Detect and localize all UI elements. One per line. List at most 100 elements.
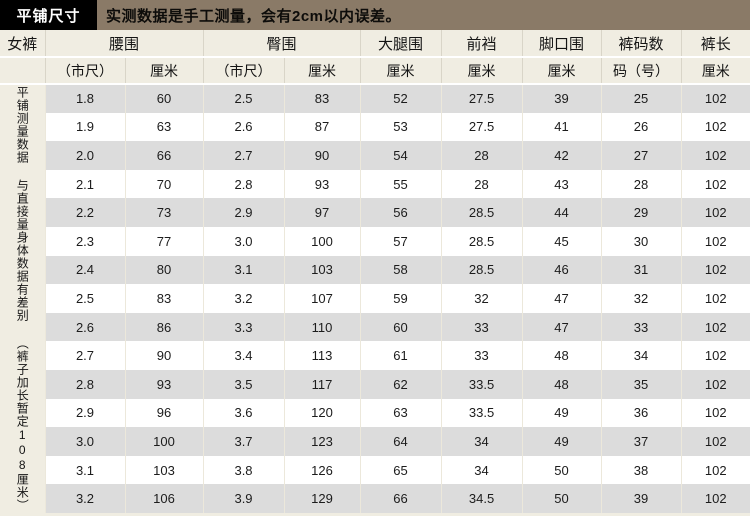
table-row: 3.1 103 3.8 126 65 34 50 38 102 (0, 455, 750, 485)
data-cell: 2.9 (44, 398, 125, 428)
data-cell: 3.3 (202, 312, 285, 342)
data-cell: 39 (521, 84, 602, 113)
data-cell: 27.5 (440, 84, 523, 113)
data-cell: 58 (359, 255, 442, 285)
size-table: 女裤 腰围 臀围 大腿围 前裆 脚口围 裤码数 裤长 （市尺） 厘米 （市尺） 厘米 厘米 厘米 厘米 码（号… (0, 30, 750, 513)
group-header-cell: 裤码数 (600, 30, 682, 58)
table-row: 1.9 63 2.6 87 53 27.5 41 26 102 (0, 112, 750, 142)
data-cell: 34 (600, 341, 682, 370)
table-row: 3.2 106 3.9 129 66 34.5 50 39 102 (0, 484, 750, 513)
data-cell: 102 (680, 312, 750, 342)
data-cell: 54 (359, 141, 442, 170)
unit-header-cell: 厘米 (124, 57, 204, 85)
data-cell: 28 (440, 169, 523, 199)
banner-title: 平铺尺寸 (0, 0, 97, 30)
data-cell: 1.8 (44, 84, 125, 113)
data-cell: 102 (680, 255, 750, 285)
data-cell: 52 (359, 84, 442, 113)
data-cell: 35 (600, 369, 682, 399)
side-note-vertical: 平铺测量数据 与直接量身体数据有差别 （裤子加长暂定108厘米） (15, 85, 30, 512)
data-cell: 28 (600, 169, 682, 199)
data-cell: 3.5 (202, 369, 285, 399)
data-cell: 33 (440, 341, 523, 370)
data-cell: 62 (359, 369, 442, 399)
data-cell: 102 (680, 169, 750, 199)
data-cell: 3.0 (202, 226, 285, 256)
group-header-cell: 腰围 (44, 30, 204, 58)
data-cell: 87 (283, 112, 361, 142)
data-cell: 3.7 (202, 427, 285, 456)
data-cell: 2.1 (44, 169, 125, 199)
data-cell: 47 (521, 312, 602, 342)
data-cell: 73 (124, 198, 204, 227)
table-row: 2.9 96 3.6 120 63 33.5 49 36 102 (0, 398, 750, 428)
data-cell: 31 (600, 255, 682, 285)
data-cell: 102 (680, 198, 750, 227)
data-cell: 45 (521, 226, 602, 256)
data-cell: 47 (521, 284, 602, 313)
data-cell: 100 (124, 427, 204, 456)
data-cell: 103 (124, 455, 204, 485)
data-cell: 90 (283, 141, 361, 170)
data-cell: 80 (124, 255, 204, 285)
data-cell: 28.5 (440, 255, 523, 285)
data-cell: 123 (283, 427, 361, 456)
data-cell: 2.3 (44, 226, 125, 256)
table-row: 2.6 86 3.3 110 60 33 47 33 102 (0, 312, 750, 342)
data-cell: 117 (283, 369, 361, 399)
data-cell: 2.2 (44, 198, 125, 227)
data-cell: 43 (521, 169, 602, 199)
data-cell: 102 (680, 369, 750, 399)
data-cell: 129 (283, 484, 361, 513)
data-cell: 2.6 (44, 312, 125, 342)
data-cell: 1.9 (44, 112, 125, 142)
table-row: 2.0 66 2.7 90 54 28 42 27 102 (0, 141, 750, 170)
data-cell: 102 (680, 84, 750, 113)
data-cell: 28.5 (440, 226, 523, 256)
banner: 平铺尺寸 实测数据是手工测量，会有2cm以内误差。 (0, 0, 750, 30)
data-cell: 61 (359, 341, 442, 370)
data-cell: 93 (283, 169, 361, 199)
data-cell: 83 (124, 284, 204, 313)
unit-header-cell: 厘米 (359, 57, 442, 85)
table-row: 平铺测量数据 与直接量身体数据有差别 （裤子加长暂定108厘米） 1.8 60 2.5… (0, 84, 750, 513)
data-cell: 102 (680, 226, 750, 256)
data-cell: 25 (600, 84, 682, 113)
data-cell: 27.5 (440, 112, 523, 142)
data-cell: 3.2 (202, 284, 285, 313)
data-cell: 2.5 (44, 284, 125, 313)
data-cell: 102 (680, 112, 750, 142)
data-cell: 77 (124, 226, 204, 256)
data-cell: 42 (521, 141, 602, 170)
unit-header-cell: 厘米 (283, 57, 361, 85)
data-cell: 3.8 (202, 455, 285, 485)
data-cell: 100 (283, 226, 361, 256)
data-cell: 30 (600, 226, 682, 256)
data-cell: 113 (283, 341, 361, 370)
data-cell: 126 (283, 455, 361, 485)
data-cell: 59 (359, 284, 442, 313)
table-row: 2.4 80 3.1 103 58 28.5 46 31 102 (0, 255, 750, 285)
data-cell: 2.7 (44, 341, 125, 370)
data-cell: 3.1 (44, 455, 125, 485)
data-cell: 83 (283, 84, 361, 113)
data-cell: 63 (359, 398, 442, 428)
data-cell: 3.6 (202, 398, 285, 428)
side-note-cell: 平铺测量数据 与直接量身体数据有差别 （裤子加长暂定108厘米） (0, 84, 45, 513)
data-cell: 60 (359, 312, 442, 342)
data-cell: 34 (440, 455, 523, 485)
banner-note: 实测数据是手工测量，会有2cm以内误差。 (97, 0, 750, 30)
data-cell: 3.4 (202, 341, 285, 370)
data-cell: 46 (521, 255, 602, 285)
size-table-header: 女裤 腰围 臀围 大腿围 前裆 脚口围 裤码数 裤长 （市尺） 厘米 （市尺） 厘米 厘米 厘米 厘米 码（号… (0, 30, 750, 85)
data-cell: 2.5 (202, 84, 285, 113)
data-cell: 3.9 (202, 484, 285, 513)
data-cell: 102 (680, 284, 750, 313)
data-cell: 49 (521, 398, 602, 428)
size-table-body: 平铺测量数据 与直接量身体数据有差别 （裤子加长暂定108厘米） 1.8 60 2.5… (0, 84, 750, 513)
table-row: 2.7 90 3.4 113 61 33 48 34 102 (0, 341, 750, 370)
data-cell: 3.0 (44, 427, 125, 456)
data-cell: 50 (521, 455, 602, 485)
data-cell: 33 (440, 312, 523, 342)
